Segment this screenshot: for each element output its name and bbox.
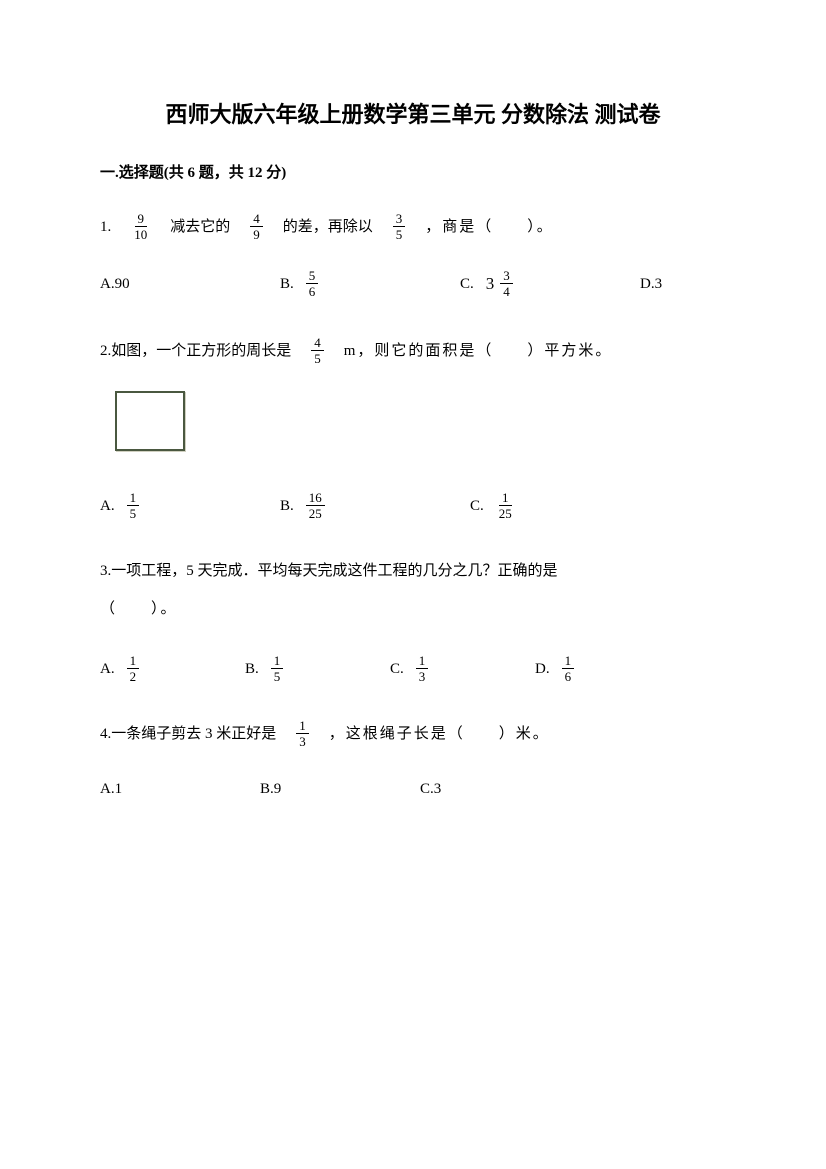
q1-frac3: 3 5: [393, 212, 406, 241]
q1-option-b: B. 5 6: [280, 269, 460, 299]
frac-numerator: 3: [393, 212, 406, 227]
option-label: C.: [460, 269, 474, 299]
option-label: A.90: [100, 269, 130, 299]
q2-frac: 4 5: [311, 336, 324, 365]
q3-option-b: B. 1 5: [245, 654, 390, 684]
frac-numerator: 1: [562, 654, 575, 669]
q2-text-before: 2.如图，一个正方形的周长是: [100, 336, 291, 366]
page-title: 西师大版六年级上册数学第三单元 分数除法 测试卷: [100, 100, 726, 131]
frac-denominator: 2: [127, 669, 140, 683]
q4-frac: 1 3: [296, 719, 309, 748]
q1-text1: 减去它的: [170, 212, 230, 242]
q3-options: A. 1 2 B. 1 5 C. 1 3 D.: [100, 654, 726, 684]
option-label: B.9: [260, 774, 281, 804]
option-label: D.3: [640, 269, 662, 299]
option-label: B.: [245, 654, 259, 684]
q4-option-c: C.3: [420, 774, 441, 804]
q1-text2: 的差，再除以: [283, 212, 373, 242]
frac-numerator: 3: [500, 269, 513, 284]
q1-option-c: C. 3 3 4: [460, 267, 640, 301]
frac-denominator: 10: [131, 227, 150, 241]
question-4: 4.一条绳子剪去 3 米正好是 1 3 ，这根绳子长是（ ）米。 A.1 B.9…: [100, 719, 726, 804]
frac-denominator: 6: [562, 669, 575, 683]
option-label: C.: [390, 654, 404, 684]
frac-numerator: 1: [416, 654, 429, 669]
frac-denominator: 3: [296, 734, 309, 748]
option-label: D.: [535, 654, 550, 684]
frac-numerator: 5: [306, 269, 319, 284]
q3-optB-frac: 1 5: [271, 654, 284, 683]
frac-denominator: 3: [416, 669, 429, 683]
q2-options: A. 1 5 B. 16 25 C. 1 25: [100, 491, 726, 521]
option-label: B.: [280, 491, 294, 521]
question-1: 1. 9 10 减去它的 4 9 的差，再除以 3 5 ，商是（ ）。 A.90…: [100, 212, 726, 301]
frac-denominator: 25: [496, 506, 515, 520]
q1-optB-frac: 5 6: [306, 269, 319, 298]
square-figure: [115, 391, 185, 451]
q3-option-a: A. 1 2: [100, 654, 245, 684]
q3-optA-frac: 1 2: [127, 654, 140, 683]
frac-numerator: 1: [127, 654, 140, 669]
q1-frac2: 4 9: [250, 212, 263, 241]
frac-denominator: 5: [127, 506, 140, 520]
q2-option-b: B. 16 25: [280, 491, 470, 521]
q1-number: 1.: [100, 212, 111, 242]
question-3: 3.一项工程，5 天完成．平均每天完成这件工程的几分之几？正确的是 （ ）。 A…: [100, 556, 726, 684]
option-label: C.: [470, 491, 484, 521]
frac-numerator: 4: [311, 336, 324, 351]
q4-options: A.1 B.9 C.3: [100, 774, 726, 804]
frac-numerator: 4: [250, 212, 263, 227]
frac-denominator: 5: [393, 227, 406, 241]
q3-option-d: D. 1 6: [535, 654, 578, 684]
q4-option-b: B.9: [260, 774, 420, 804]
q3-optD-frac: 1 6: [562, 654, 575, 683]
q1-optC-frac: 3 4: [500, 269, 513, 298]
q1-frac1: 9 10: [131, 212, 150, 241]
q2-option-a: A. 1 5: [100, 491, 280, 521]
frac-numerator: 1: [127, 491, 140, 506]
q2-option-c: C. 1 25: [470, 491, 519, 521]
frac-denominator: 4: [500, 284, 513, 298]
q1-text: 1. 9 10 减去它的 4 9 的差，再除以 3 5 ，商是（ ）。: [100, 212, 726, 242]
option-label: B.: [280, 269, 294, 299]
q1-text3: ，商是（ ）。: [425, 212, 554, 242]
frac-denominator: 5: [311, 351, 324, 365]
q1-option-d: D.3: [640, 269, 662, 299]
option-label: C.3: [420, 774, 441, 804]
frac-denominator: 6: [306, 284, 319, 298]
frac-numerator: 1: [499, 491, 512, 506]
q2-optA-frac: 1 5: [127, 491, 140, 520]
q3-optC-frac: 1 3: [416, 654, 429, 683]
q2-optB-frac: 16 25: [306, 491, 325, 520]
frac-numerator: 16: [306, 491, 325, 506]
frac-denominator: 25: [306, 506, 325, 520]
question-2: 2.如图，一个正方形的周长是 4 5 m，则它的面积是（ ）平方米。 A. 1 …: [100, 336, 726, 521]
q1-optC-mixed: 3 3 4: [486, 267, 517, 301]
mixed-whole: 3: [486, 267, 495, 301]
option-label: A.1: [100, 774, 122, 804]
frac-denominator: 9: [250, 227, 263, 241]
q3-line2: （ ）。: [100, 594, 726, 624]
q2-optC-frac: 1 25: [496, 491, 515, 520]
frac-denominator: 5: [271, 669, 284, 683]
q1-options: A.90 B. 5 6 C. 3 3 4 D.3: [100, 267, 726, 301]
q3-option-c: C. 1 3: [390, 654, 535, 684]
q4-text-after: ，这根绳子长是（ ）米。: [329, 719, 550, 749]
q4-option-a: A.1: [100, 774, 260, 804]
q1-option-a: A.90: [100, 269, 280, 299]
q4-text: 4.一条绳子剪去 3 米正好是 1 3 ，这根绳子长是（ ）米。: [100, 719, 726, 749]
option-label: A.: [100, 491, 115, 521]
q2-text-after: m，则它的面积是（ ）平方米。: [344, 336, 613, 366]
frac-numerator: 9: [135, 212, 148, 227]
frac-numerator: 1: [271, 654, 284, 669]
q2-text: 2.如图，一个正方形的周长是 4 5 m，则它的面积是（ ）平方米。: [100, 336, 726, 366]
q4-text-before: 4.一条绳子剪去 3 米正好是: [100, 719, 276, 749]
frac-numerator: 1: [296, 719, 309, 734]
option-label: A.: [100, 654, 115, 684]
q3-line1: 3.一项工程，5 天完成．平均每天完成这件工程的几分之几？正确的是: [100, 556, 726, 586]
section-header: 一.选择题(共 6 题，共 12 分): [100, 161, 726, 182]
